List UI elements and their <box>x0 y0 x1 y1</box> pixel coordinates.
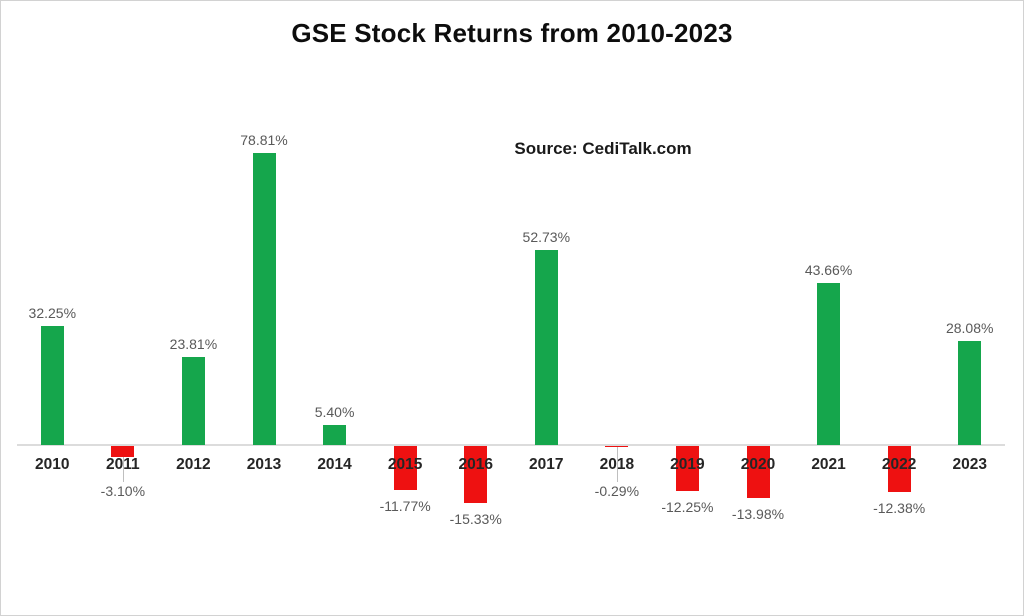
value-label-2018: -0.29% <box>594 483 640 499</box>
x-tick-2021: 2021 <box>811 456 846 473</box>
x-tick-2012: 2012 <box>176 456 211 473</box>
x-tick-2023: 2023 <box>952 456 987 473</box>
x-tick-2020: 2020 <box>740 456 776 473</box>
value-label-2021: 43.66% <box>804 262 853 279</box>
bar-2022 <box>887 446 911 492</box>
x-tick-2017: 2017 <box>529 456 564 473</box>
bar-2011 <box>111 446 135 458</box>
bar-2023 <box>958 340 982 445</box>
leader-line-2018 <box>617 447 618 482</box>
bar-2015 <box>393 446 417 490</box>
value-label-2011: -3.10% <box>100 483 146 499</box>
x-tick-2011: 2011 <box>106 456 140 473</box>
x-tick-2022: 2022 <box>881 456 917 473</box>
bar-2019 <box>675 446 699 492</box>
bar-2010 <box>40 325 64 445</box>
value-label-2013: 78.81% <box>240 132 288 148</box>
x-tick-2015: 2015 <box>387 456 423 473</box>
value-label-2017: 52.73% <box>522 228 571 245</box>
x-tick-2014: 2014 <box>317 456 352 473</box>
bar-2021 <box>817 283 841 445</box>
x-tick-2016: 2016 <box>458 456 493 473</box>
value-label-2022: -12.38% <box>873 499 926 516</box>
x-axis-line <box>17 444 1005 446</box>
bar-2020 <box>746 446 770 498</box>
x-tick-2010: 2010 <box>35 456 70 473</box>
bar-2013 <box>252 153 276 445</box>
x-tick-2013: 2013 <box>246 456 282 473</box>
chart-title: GSE Stock Returns from 2010-2023 <box>291 18 733 48</box>
value-label-2014: 5.40% <box>314 403 355 420</box>
x-tick-2019: 2019 <box>670 456 705 473</box>
value-label-2019: -12.25% <box>661 499 714 516</box>
leader-line-2011 <box>123 457 124 482</box>
x-tick-2018: 2018 <box>599 456 635 473</box>
value-label-2012: 23.81% <box>169 335 218 352</box>
value-label-2023: 28.08% <box>945 319 994 336</box>
value-label-2015: -11.77% <box>379 497 431 514</box>
bar-2014 <box>323 424 347 445</box>
value-label-2020: -13.98% <box>731 505 785 522</box>
value-label-2016: -15.33% <box>449 510 502 527</box>
value-label-2010: 32.25% <box>28 304 77 321</box>
bar-2016 <box>464 446 488 503</box>
bar-2017 <box>534 249 558 445</box>
source-label: Source: CediTalk.com <box>514 139 692 158</box>
bar-2012 <box>181 356 205 445</box>
bar-2018 <box>605 446 629 448</box>
